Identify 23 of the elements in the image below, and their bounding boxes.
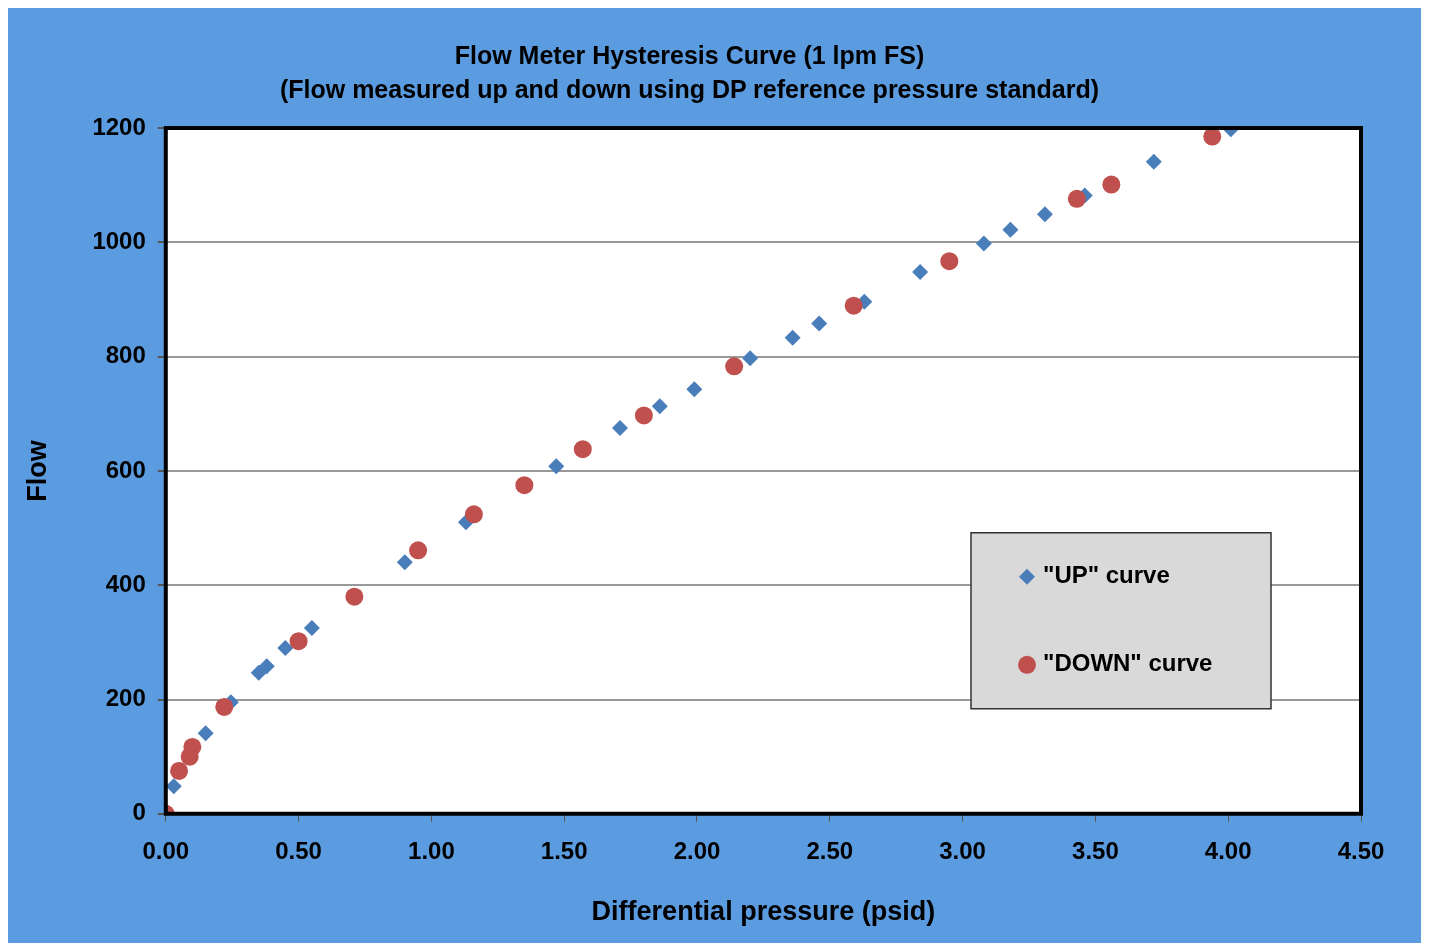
y-tick-label: 1000 bbox=[92, 226, 146, 254]
x-tick-label: 0.00 bbox=[142, 836, 190, 864]
x-tick-label: 1.50 bbox=[540, 836, 588, 864]
legend-label: "UP" curve bbox=[1043, 561, 1170, 589]
y-tick-label: 600 bbox=[105, 455, 146, 483]
x-tick-label: 1.00 bbox=[408, 836, 455, 864]
y-tick-label: 800 bbox=[105, 341, 146, 369]
x-tick-label: 4.50 bbox=[1337, 836, 1385, 864]
y-tick-label: 200 bbox=[105, 684, 146, 712]
x-tick-label: 4.00 bbox=[1204, 836, 1252, 864]
y-tick-label: 0 bbox=[132, 798, 146, 826]
x-tick-label: 3.50 bbox=[1072, 836, 1119, 864]
chart-title: Flow Meter Hysteresis Curve (1 lpm FS) bbox=[454, 40, 925, 69]
x-tick-label: 3.00 bbox=[939, 836, 986, 864]
legend-label: "DOWN" curve bbox=[1043, 649, 1213, 677]
y-tick-label: 1200 bbox=[92, 112, 146, 140]
x-tick-label: 2.50 bbox=[806, 836, 854, 864]
chart-subtitle: (Flow measured up and down using DP reference pressure standard) bbox=[279, 74, 1100, 103]
y-tick-label: 400 bbox=[105, 569, 146, 597]
x-axis-title: Differential pressure (psid) bbox=[591, 896, 936, 927]
y-axis-title: Flow bbox=[21, 439, 52, 502]
x-tick-label: 0.50 bbox=[275, 836, 322, 864]
x-tick-label: 2.00 bbox=[673, 836, 721, 864]
